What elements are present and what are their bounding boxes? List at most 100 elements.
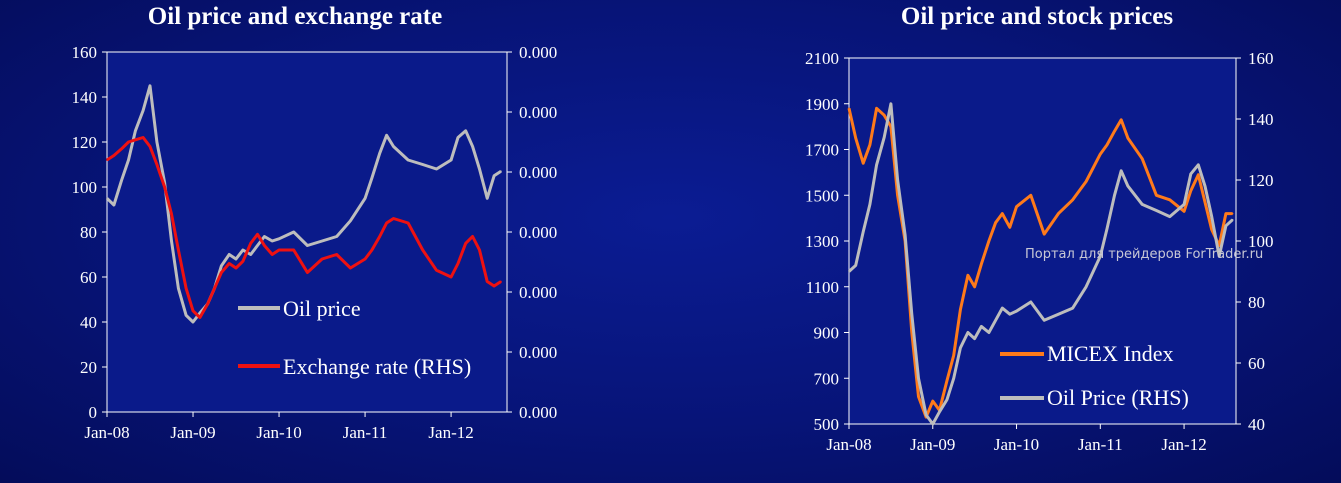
y-left-tick-label: 1700 xyxy=(805,141,839,160)
series-point-0 xyxy=(890,125,892,128)
series-point-1 xyxy=(1190,173,1192,175)
legend-label-fx: Exchange rate (RHS) xyxy=(283,354,471,379)
series-point-1 xyxy=(946,398,948,401)
series-point-1 xyxy=(500,280,502,283)
series-point-0 xyxy=(1113,130,1116,132)
x-tick-label: Jan-12 xyxy=(1161,435,1206,454)
series-point-0 xyxy=(486,197,489,200)
series-point-1 xyxy=(364,258,366,260)
series-point-1 xyxy=(883,136,885,139)
chart-left-y-right-ticks: 0.000 0.000 0.000 0.000 0.000 0.000 0.000 xyxy=(507,43,557,422)
series-point-0 xyxy=(407,159,409,161)
series-point-0 xyxy=(349,220,352,222)
series-point-0 xyxy=(271,240,274,242)
series-point-0 xyxy=(235,258,237,260)
series-point-0 xyxy=(292,231,295,233)
series-point-1 xyxy=(271,253,274,256)
series-point-1 xyxy=(407,222,409,224)
series-point-0 xyxy=(106,197,108,200)
series-point-0 xyxy=(1225,212,1227,215)
series-point-0 xyxy=(1030,194,1032,197)
x-tick-label: Jan-09 xyxy=(910,435,955,454)
series-point-1 xyxy=(385,222,388,224)
series-point-0 xyxy=(1015,205,1018,208)
series-point-0 xyxy=(896,194,899,197)
series-point-0 xyxy=(917,395,920,398)
series-point-1 xyxy=(1113,194,1116,197)
y-right-tick-label: 0.000 xyxy=(519,43,557,62)
series-point-0 xyxy=(457,136,459,139)
series-point-1 xyxy=(177,249,180,251)
series-point-1 xyxy=(1127,185,1129,187)
series-point-0 xyxy=(127,159,130,161)
series-point-0 xyxy=(973,286,976,288)
series-point-1 xyxy=(371,249,373,251)
series-point-1 xyxy=(199,316,201,319)
series-point-1 xyxy=(349,267,352,269)
series-point-0 xyxy=(1210,228,1213,231)
series-point-1 xyxy=(457,262,459,265)
series-point-0 xyxy=(1231,212,1234,215)
series-point-0 xyxy=(256,244,259,247)
y-left-tick-label: 20 xyxy=(80,358,97,377)
series-point-1 xyxy=(973,337,976,340)
series-point-1 xyxy=(192,310,194,312)
chart-left-series xyxy=(105,84,502,324)
series-point-0 xyxy=(883,114,885,116)
y-right-tick-label: 0.000 xyxy=(519,223,557,242)
series-point-1 xyxy=(228,262,230,265)
chart-left-legend: Oil price Exchange rate (RHS) xyxy=(238,296,471,379)
series-point-1 xyxy=(486,280,489,283)
series-line-0 xyxy=(105,84,502,324)
series-point-1 xyxy=(1204,185,1206,187)
series-point-1 xyxy=(435,269,438,272)
y-right-tick-label: 100 xyxy=(1248,232,1274,251)
series-point-0 xyxy=(1197,173,1200,176)
y-left-tick-label: 60 xyxy=(80,268,97,287)
y-right-tick-label: 40 xyxy=(1248,415,1265,434)
series-point-1 xyxy=(848,270,850,273)
legend-label-oil-rhs: Oil Price (RHS) xyxy=(1047,385,1189,410)
series-point-1 xyxy=(1015,310,1018,312)
series-point-0 xyxy=(1001,212,1004,215)
series-point-1 xyxy=(464,242,467,245)
series-point-1 xyxy=(994,319,997,322)
series-point-0 xyxy=(249,253,252,256)
series-point-0 xyxy=(478,168,481,170)
series-point-1 xyxy=(1155,209,1158,212)
y-left-tick-label: 2100 xyxy=(805,49,839,68)
series-point-0 xyxy=(1071,199,1074,201)
series-point-0 xyxy=(149,85,151,87)
series-point-0 xyxy=(228,253,230,256)
series-point-1 xyxy=(1009,313,1011,316)
series-point-0 xyxy=(220,265,223,267)
y-right-tick-label: 0.000 xyxy=(519,343,557,362)
series-point-1 xyxy=(890,103,892,105)
chart-left-y-left-ticks: 0 20 40 60 80 100 120 140 160 xyxy=(72,43,107,422)
series-point-0 xyxy=(500,170,502,173)
series-point-1 xyxy=(120,148,123,150)
series-point-0 xyxy=(170,240,173,242)
series-point-1 xyxy=(1001,307,1004,309)
series-point-1 xyxy=(1169,215,1171,218)
y-left-tick-label: 500 xyxy=(814,415,840,434)
y-left-tick-label: 1900 xyxy=(805,95,839,114)
series-point-0 xyxy=(1141,157,1143,160)
chart-right-legend: MICEX Index Oil Price (RHS) xyxy=(1000,341,1189,410)
series-point-1 xyxy=(478,249,481,251)
series-point-1 xyxy=(988,331,990,334)
series-point-1 xyxy=(1141,203,1143,206)
series-point-1 xyxy=(213,287,216,290)
y-left-tick-label: 1100 xyxy=(806,278,839,297)
series-point-1 xyxy=(421,249,424,251)
series-point-1 xyxy=(911,313,913,316)
y-right-tick-label: 0.000 xyxy=(519,403,557,422)
series-point-0 xyxy=(177,287,180,290)
series-point-1 xyxy=(256,233,259,236)
series-point-1 xyxy=(1071,307,1074,309)
series-point-1 xyxy=(163,186,166,188)
series-point-1 xyxy=(904,234,906,236)
chart-right-x-ticks: Jan-08 Jan-09 Jan-10 Jan-11 Jan-12 xyxy=(826,424,1207,454)
y-right-tick-label: 80 xyxy=(1248,293,1265,312)
x-tick-label: Jan-08 xyxy=(84,423,129,442)
